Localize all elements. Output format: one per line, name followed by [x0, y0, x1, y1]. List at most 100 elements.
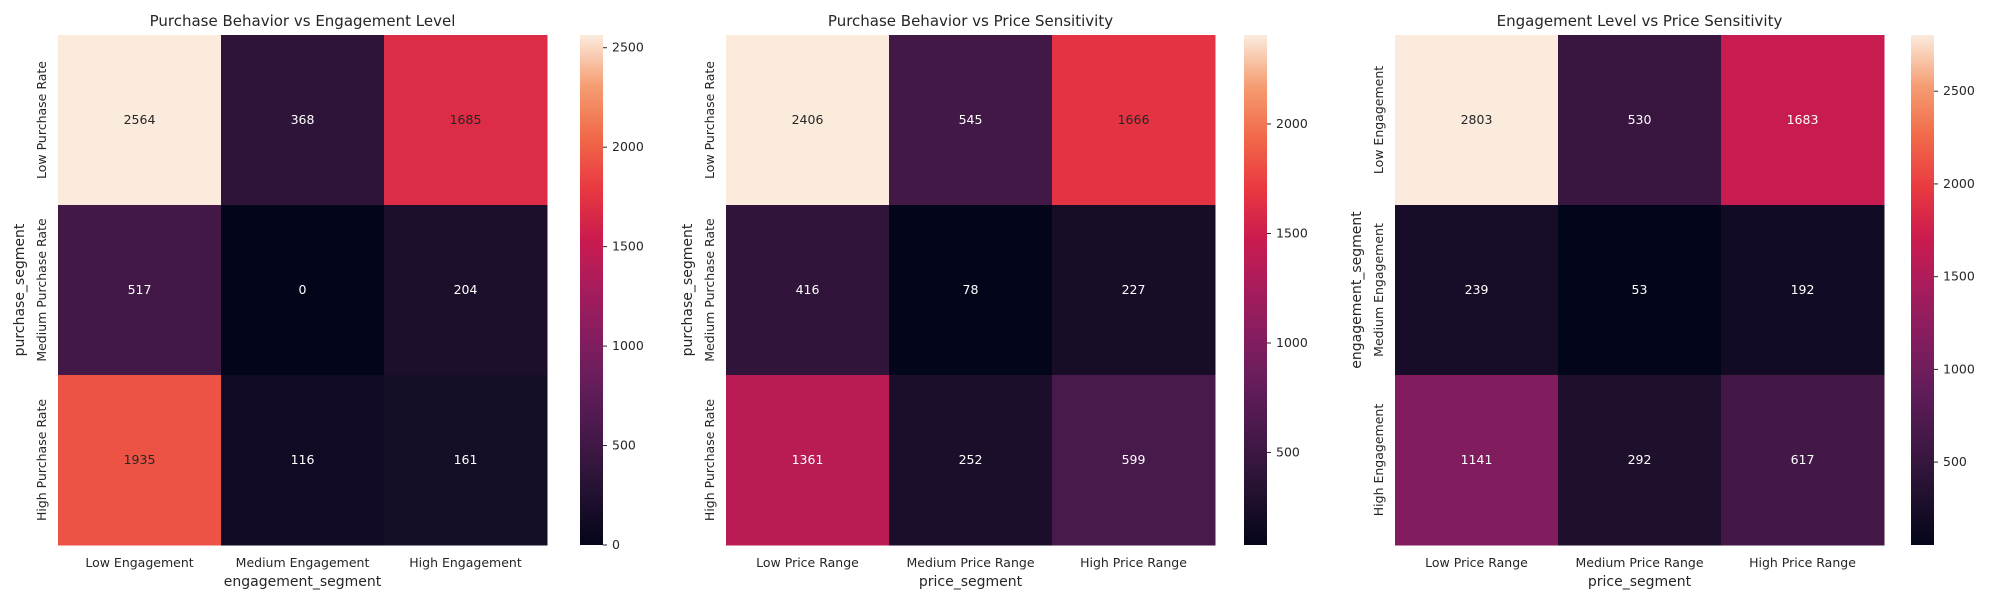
colorbar-tick-label: 1500 [612, 239, 644, 254]
cell-value-label: 545 [959, 112, 983, 127]
colorbar-tick-label: 1000 [1943, 361, 1975, 376]
colorbar-tick-label: 2500 [612, 40, 644, 55]
y-tick-label: Low Purchase Rate [702, 61, 717, 179]
heatmap-cell [889, 35, 1053, 206]
cell-value-label: 1141 [1461, 452, 1493, 467]
cell-value-label: 0 [299, 282, 307, 297]
y-tick-label: Low Purchase Rate [34, 61, 49, 179]
chart-title: Engagement Level vs Price Sensitivity [1497, 12, 1783, 30]
cell-value-label: 599 [1122, 452, 1146, 467]
cell-value-label: 78 [963, 282, 979, 297]
y-tick-label: High Engagement [1371, 404, 1386, 517]
y-tick-label: Medium Purchase Rate [702, 218, 717, 362]
y-tick-label: Medium Purchase Rate [34, 218, 49, 362]
cell-value-label: 416 [796, 282, 820, 297]
heatmap-cell [1721, 375, 1885, 546]
heatmap-cell [1052, 35, 1216, 206]
heatmap-cell [384, 35, 548, 206]
x-tick-label: Low Engagement [85, 555, 193, 570]
cell-value-label: 1361 [792, 452, 824, 467]
x-tick-label: Low Price Range [756, 555, 859, 570]
y-tick-label: High Purchase Rate [34, 399, 49, 521]
heatmap-cell [1052, 205, 1216, 376]
x-axis-label: price_segment [919, 574, 1023, 590]
x-tick-label: Medium Price Range [1575, 555, 1703, 570]
colorbar-tick-label: 2500 [1943, 83, 1975, 98]
cell-value-label: 1935 [124, 452, 156, 467]
cell-value-label: 1685 [450, 112, 482, 127]
chart-title: Purchase Behavior vs Engagement Level [150, 12, 456, 30]
cell-value-label: 517 [128, 282, 152, 297]
heatmap-cell [1395, 375, 1559, 546]
colorbar [1244, 35, 1267, 545]
y-axis-label: purchase_segment [680, 223, 696, 356]
x-tick-label: Low Price Range [1425, 555, 1528, 570]
cell-value-label: 1666 [1118, 112, 1150, 127]
y-tick-label: Medium Engagement [1371, 223, 1386, 357]
heatmap-cell [1721, 205, 1885, 376]
cell-value-label: 204 [454, 282, 478, 297]
x-tick-label: High Price Range [1749, 555, 1856, 570]
colorbar-tick-label: 2000 [612, 139, 644, 154]
cell-value-label: 617 [1791, 452, 1815, 467]
heatmap-cell [58, 375, 222, 546]
heatmap-cell [58, 35, 222, 206]
heatmap-cell [1558, 205, 1722, 376]
x-axis-label: engagement_segment [224, 574, 382, 590]
heatmap-cell [1558, 375, 1722, 546]
cell-value-label: 192 [1791, 282, 1815, 297]
cell-value-label: 239 [1465, 282, 1489, 297]
cell-value-label: 116 [291, 452, 315, 467]
heatmap-cell [1052, 375, 1216, 546]
heatmap-cell [221, 205, 385, 376]
cell-value-label: 252 [959, 452, 983, 467]
heatmap-cell [384, 205, 548, 376]
heatmap-cell [1395, 35, 1559, 206]
x-tick-label: Medium Price Range [906, 555, 1034, 570]
x-tick-label: Medium Engagement [236, 555, 370, 570]
colorbar [1911, 35, 1934, 545]
cell-value-label: 2564 [124, 112, 156, 127]
cell-value-label: 53 [1632, 282, 1648, 297]
colorbar-tick-label: 500 [1276, 445, 1300, 460]
heatmap-cell [726, 205, 890, 376]
x-tick-label: High Price Range [1080, 555, 1187, 570]
colorbar-tick-label: 2000 [1943, 176, 1975, 191]
cell-value-label: 1683 [1787, 112, 1819, 127]
colorbar-tick-label: 0 [612, 537, 620, 552]
heatmap-cell [221, 35, 385, 206]
y-axis-label: purchase_segment [12, 223, 28, 356]
colorbar-tick-label: 1000 [612, 338, 644, 353]
colorbar-tick-label: 1500 [1943, 269, 1975, 284]
heatmap-cell [1558, 35, 1722, 206]
cell-value-label: 161 [454, 452, 478, 467]
heatmap-cell [726, 375, 890, 546]
cell-value-label: 227 [1122, 282, 1146, 297]
y-tick-label: High Purchase Rate [702, 399, 717, 521]
cell-value-label: 2406 [792, 112, 824, 127]
heatmap-cell [1721, 35, 1885, 206]
y-tick-label: Low Engagement [1371, 66, 1386, 174]
cell-value-label: 292 [1628, 452, 1652, 467]
heatmap-cell [58, 205, 222, 376]
colorbar-tick-label: 500 [612, 438, 636, 453]
heatmap-cell [889, 205, 1053, 376]
x-tick-label: High Engagement [409, 555, 522, 570]
heatmap-cell [384, 375, 548, 546]
chart-title: Purchase Behavior vs Price Sensitivity [828, 12, 1113, 30]
colorbar-tick-label: 2000 [1276, 116, 1308, 131]
colorbar-tick-label: 1500 [1276, 225, 1308, 240]
cell-value-label: 368 [291, 112, 315, 127]
colorbar-tick-label: 1000 [1276, 335, 1308, 350]
colorbar-tick-label: 500 [1943, 454, 1967, 469]
heatmap-cell [221, 375, 385, 546]
y-axis-label: engagement_segment [1349, 211, 1365, 369]
cell-value-label: 2803 [1461, 112, 1493, 127]
x-axis-label: price_segment [1588, 574, 1692, 590]
colorbar [580, 35, 603, 545]
heatmap-cell [1395, 205, 1559, 376]
cell-value-label: 530 [1628, 112, 1652, 127]
heatmap-cell [726, 35, 890, 206]
